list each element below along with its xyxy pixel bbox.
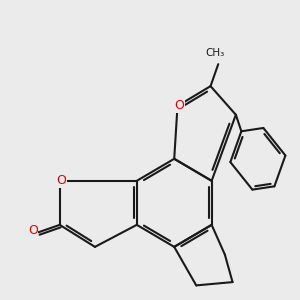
Text: O: O [174,100,184,112]
Text: O: O [28,224,38,237]
Text: O: O [56,174,66,187]
Text: CH₃: CH₃ [206,48,225,58]
